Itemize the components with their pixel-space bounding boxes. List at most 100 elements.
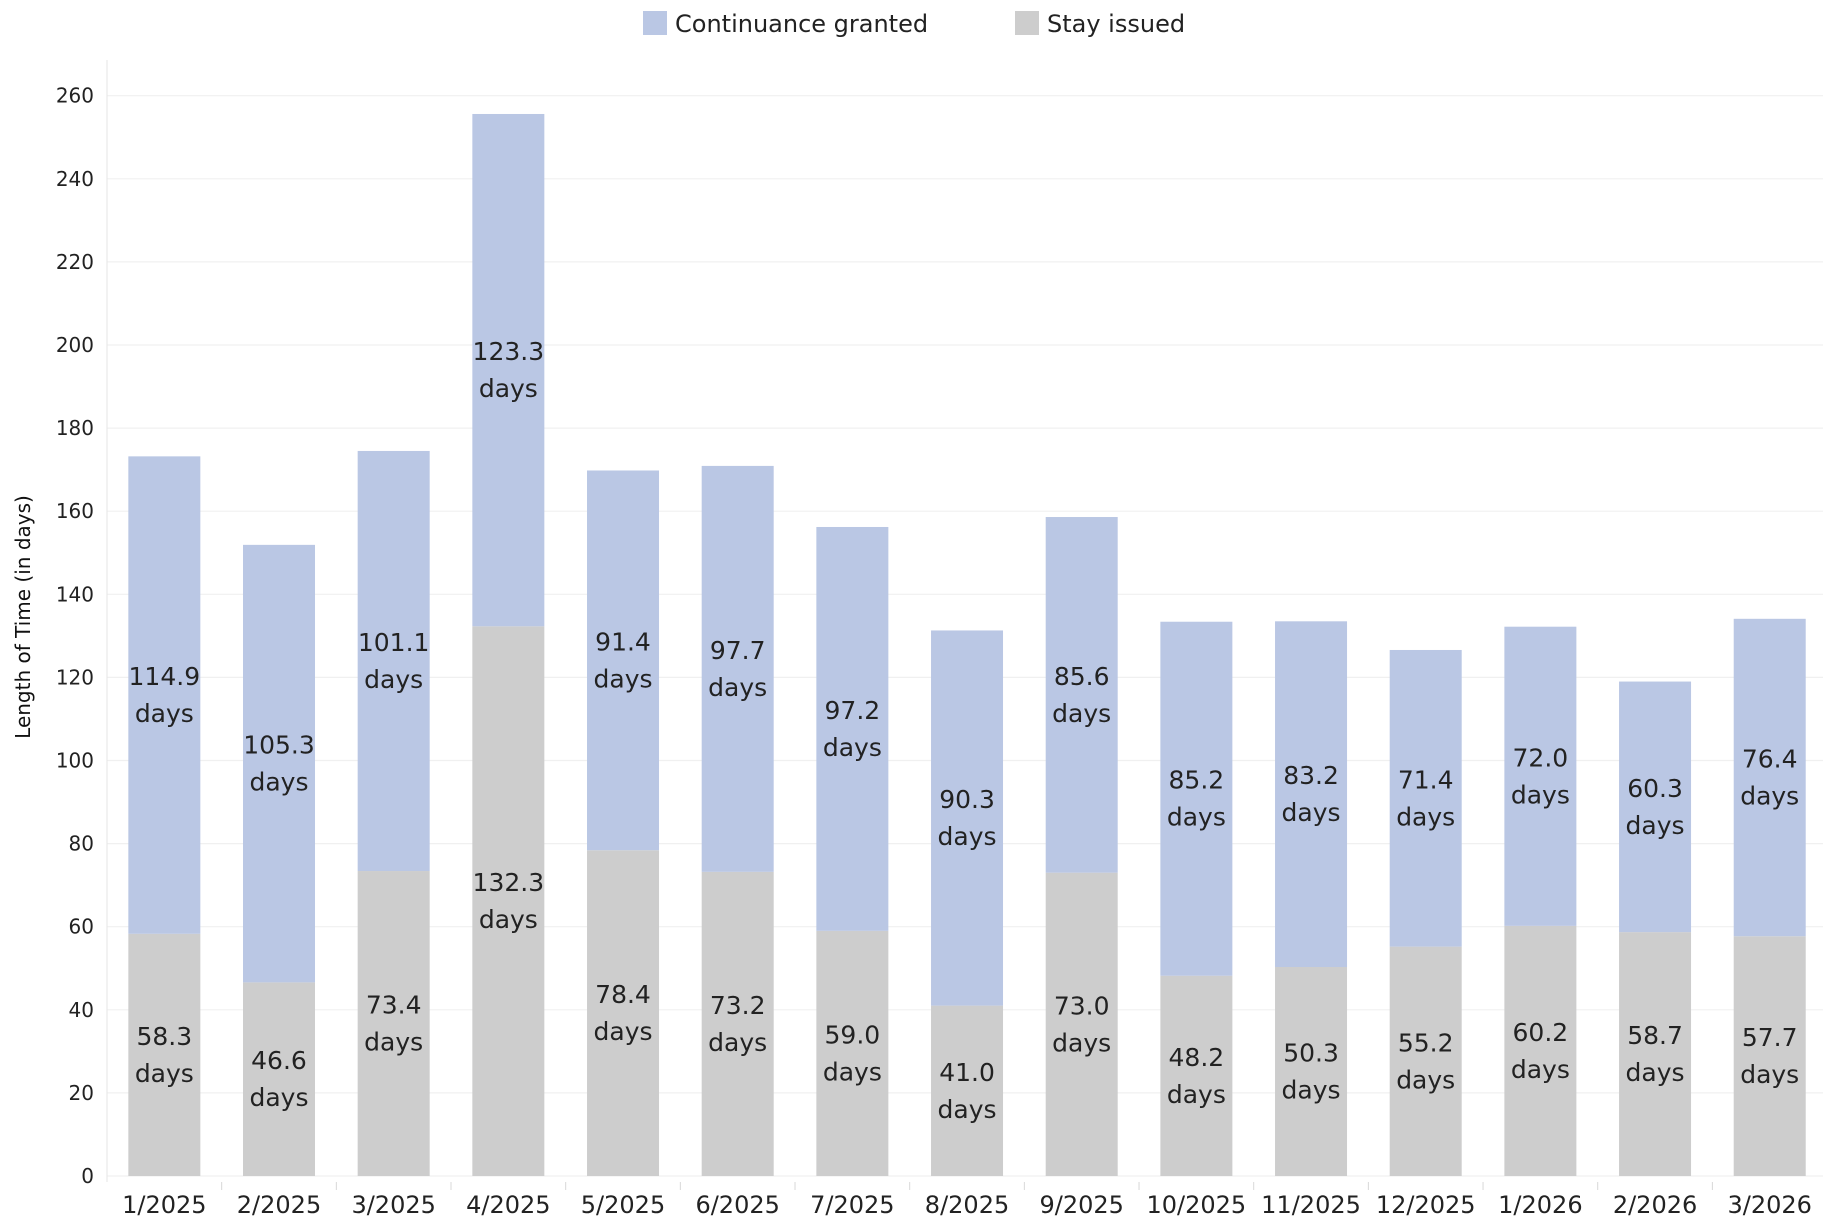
bar-stay-issued: [1160, 975, 1233, 1176]
bar-continuance-granted: [1619, 681, 1692, 933]
data-label-continuance-granted: 97.2 days: [823, 696, 882, 762]
data-label-continuance-granted: 76.4 days: [1740, 745, 1799, 811]
y-axis-title: Length of Time (in days): [11, 495, 35, 739]
bar-stay-issued: [1389, 946, 1462, 1176]
data-label-continuance-granted: 91.4 days: [594, 627, 653, 693]
bar-stay-issued: [472, 626, 545, 1176]
x-tick-label: 11/2025: [1261, 1191, 1361, 1219]
data-label-stay-issued: 58.3 days: [135, 1022, 194, 1088]
x-tick-label: 4/2025: [466, 1191, 550, 1219]
x-tick-label: 5/2025: [581, 1191, 665, 1219]
x-tick-label: 8/2025: [925, 1191, 1009, 1219]
bars: [128, 113, 1806, 1176]
x-tick-label: 9/2025: [1039, 1191, 1123, 1219]
legend-swatch: [1015, 11, 1039, 35]
data-label-stay-issued: 73.2 days: [708, 991, 767, 1057]
bar-labels: 58.3 days 114.9 days 46.6 days 105.3 days 73.4 da…: [129, 337, 1800, 1124]
bar-continuance-granted: [1275, 621, 1348, 968]
bar-stay-issued: [357, 871, 430, 1176]
bar-stay-issued: [1045, 872, 1118, 1176]
data-label-stay-issued: 50.3 days: [1282, 1039, 1341, 1105]
data-label-continuance-granted: 85.2 days: [1167, 766, 1226, 832]
data-label-stay-issued: 55.2 days: [1396, 1028, 1455, 1094]
data-label-continuance-granted: 85.6 days: [1052, 662, 1111, 728]
bar-stay-issued: [701, 871, 774, 1176]
bar-continuance-granted: [701, 465, 774, 872]
y-tick-label: 80: [69, 832, 94, 856]
bar-continuance-granted: [1160, 621, 1233, 976]
data-label-stay-issued: 59.0 days: [823, 1020, 882, 1086]
data-label-continuance-granted: 72.0 days: [1511, 743, 1570, 809]
bar-continuance-granted: [357, 450, 430, 872]
bar-stay-issued: [243, 982, 316, 1176]
bar-continuance-granted: [1389, 649, 1462, 947]
y-tick-label: 260: [56, 84, 94, 108]
data-label-stay-issued: 48.2 days: [1167, 1043, 1226, 1109]
bar-stay-issued: [1733, 936, 1806, 1176]
bar-continuance-granted: [816, 526, 889, 931]
data-label-stay-issued: 41.0 days: [938, 1058, 997, 1124]
data-label-continuance-granted: 123.3 days: [473, 337, 545, 403]
bar-stay-issued: [1504, 925, 1577, 1176]
x-tick-label: 2/2025: [237, 1191, 321, 1219]
legend-label: Continuance granted: [675, 10, 928, 38]
data-label-continuance-granted: 114.9 days: [129, 662, 201, 728]
data-label-stay-issued: 73.0 days: [1052, 991, 1111, 1057]
bar-continuance-granted: [1733, 618, 1806, 937]
y-tick-label: 100: [56, 749, 94, 773]
bar-continuance-granted: [472, 113, 545, 627]
data-label-continuance-granted: 90.3 days: [938, 785, 997, 851]
bar-stay-issued: [128, 933, 201, 1176]
y-tick-label: 20: [69, 1081, 94, 1105]
y-tick-label: 240: [56, 167, 94, 191]
x-tick-label: 2/2026: [1613, 1191, 1697, 1219]
data-label-stay-issued: 58.7 days: [1626, 1021, 1685, 1087]
data-label-stay-issued: 73.4 days: [364, 991, 423, 1057]
x-tick-label: 12/2025: [1376, 1191, 1476, 1219]
bar-stay-issued: [931, 1005, 1004, 1176]
bar-continuance-granted: [587, 470, 660, 851]
legend-label: Stay issued: [1047, 10, 1185, 38]
y-tick-label: 120: [56, 665, 94, 689]
bar-continuance-granted: [1045, 517, 1118, 873]
x-tick-label: 1/2026: [1498, 1191, 1582, 1219]
data-label-stay-issued: 60.2 days: [1511, 1018, 1570, 1084]
x-tick-label: 7/2025: [810, 1191, 894, 1219]
data-label-continuance-granted: 101.1 days: [358, 628, 430, 694]
data-label-continuance-granted: 97.7 days: [708, 636, 767, 702]
data-label-continuance-granted: 83.2 days: [1282, 761, 1341, 827]
bar-stay-issued: [816, 930, 889, 1176]
x-tick-label: 3/2025: [351, 1191, 435, 1219]
bar-stay-issued: [587, 850, 660, 1176]
bar-stay-issued: [1619, 932, 1692, 1176]
data-label-stay-issued: 132.3 days: [473, 868, 545, 934]
legend: Continuance granted Stay issued: [643, 10, 1185, 38]
y-axis: 0 20 40 60 80 100 120 140 160 180 200 220 240 260: [56, 60, 108, 1188]
bar-continuance-granted: [243, 544, 316, 983]
x-axis: 1/2025 2/2025 3/2025 4/2025 5/2025 6/2025 7/20…: [122, 1182, 1812, 1219]
y-tick-label: 160: [56, 499, 94, 523]
data-label-stay-issued: 57.7 days: [1740, 1023, 1799, 1089]
bar-stay-issued: [1275, 967, 1348, 1176]
y-tick-label: 220: [56, 250, 94, 274]
legend-swatch: [643, 11, 667, 35]
y-tick-label: 140: [56, 582, 94, 606]
data-label-stay-issued: 46.6 days: [249, 1046, 308, 1112]
x-tick-label: 10/2025: [1147, 1191, 1247, 1219]
y-tick-label: 0: [81, 1164, 94, 1188]
data-label-continuance-granted: 71.4 days: [1396, 765, 1455, 831]
bar-continuance-granted: [128, 456, 201, 934]
x-tick-label: 3/2026: [1727, 1191, 1811, 1219]
data-label-continuance-granted: 105.3 days: [243, 731, 315, 797]
x-tick-label: 1/2025: [122, 1191, 206, 1219]
data-label-stay-issued: 78.4 days: [594, 980, 653, 1046]
y-tick-label: 40: [69, 998, 94, 1022]
y-tick-label: 60: [69, 915, 94, 939]
y-tick-label: 180: [56, 416, 94, 440]
data-label-continuance-granted: 60.3 days: [1626, 774, 1685, 840]
x-tick-label: 6/2025: [695, 1191, 779, 1219]
y-tick-label: 200: [56, 333, 94, 357]
bar-continuance-granted: [1504, 626, 1577, 926]
bar-continuance-granted: [931, 630, 1004, 1006]
